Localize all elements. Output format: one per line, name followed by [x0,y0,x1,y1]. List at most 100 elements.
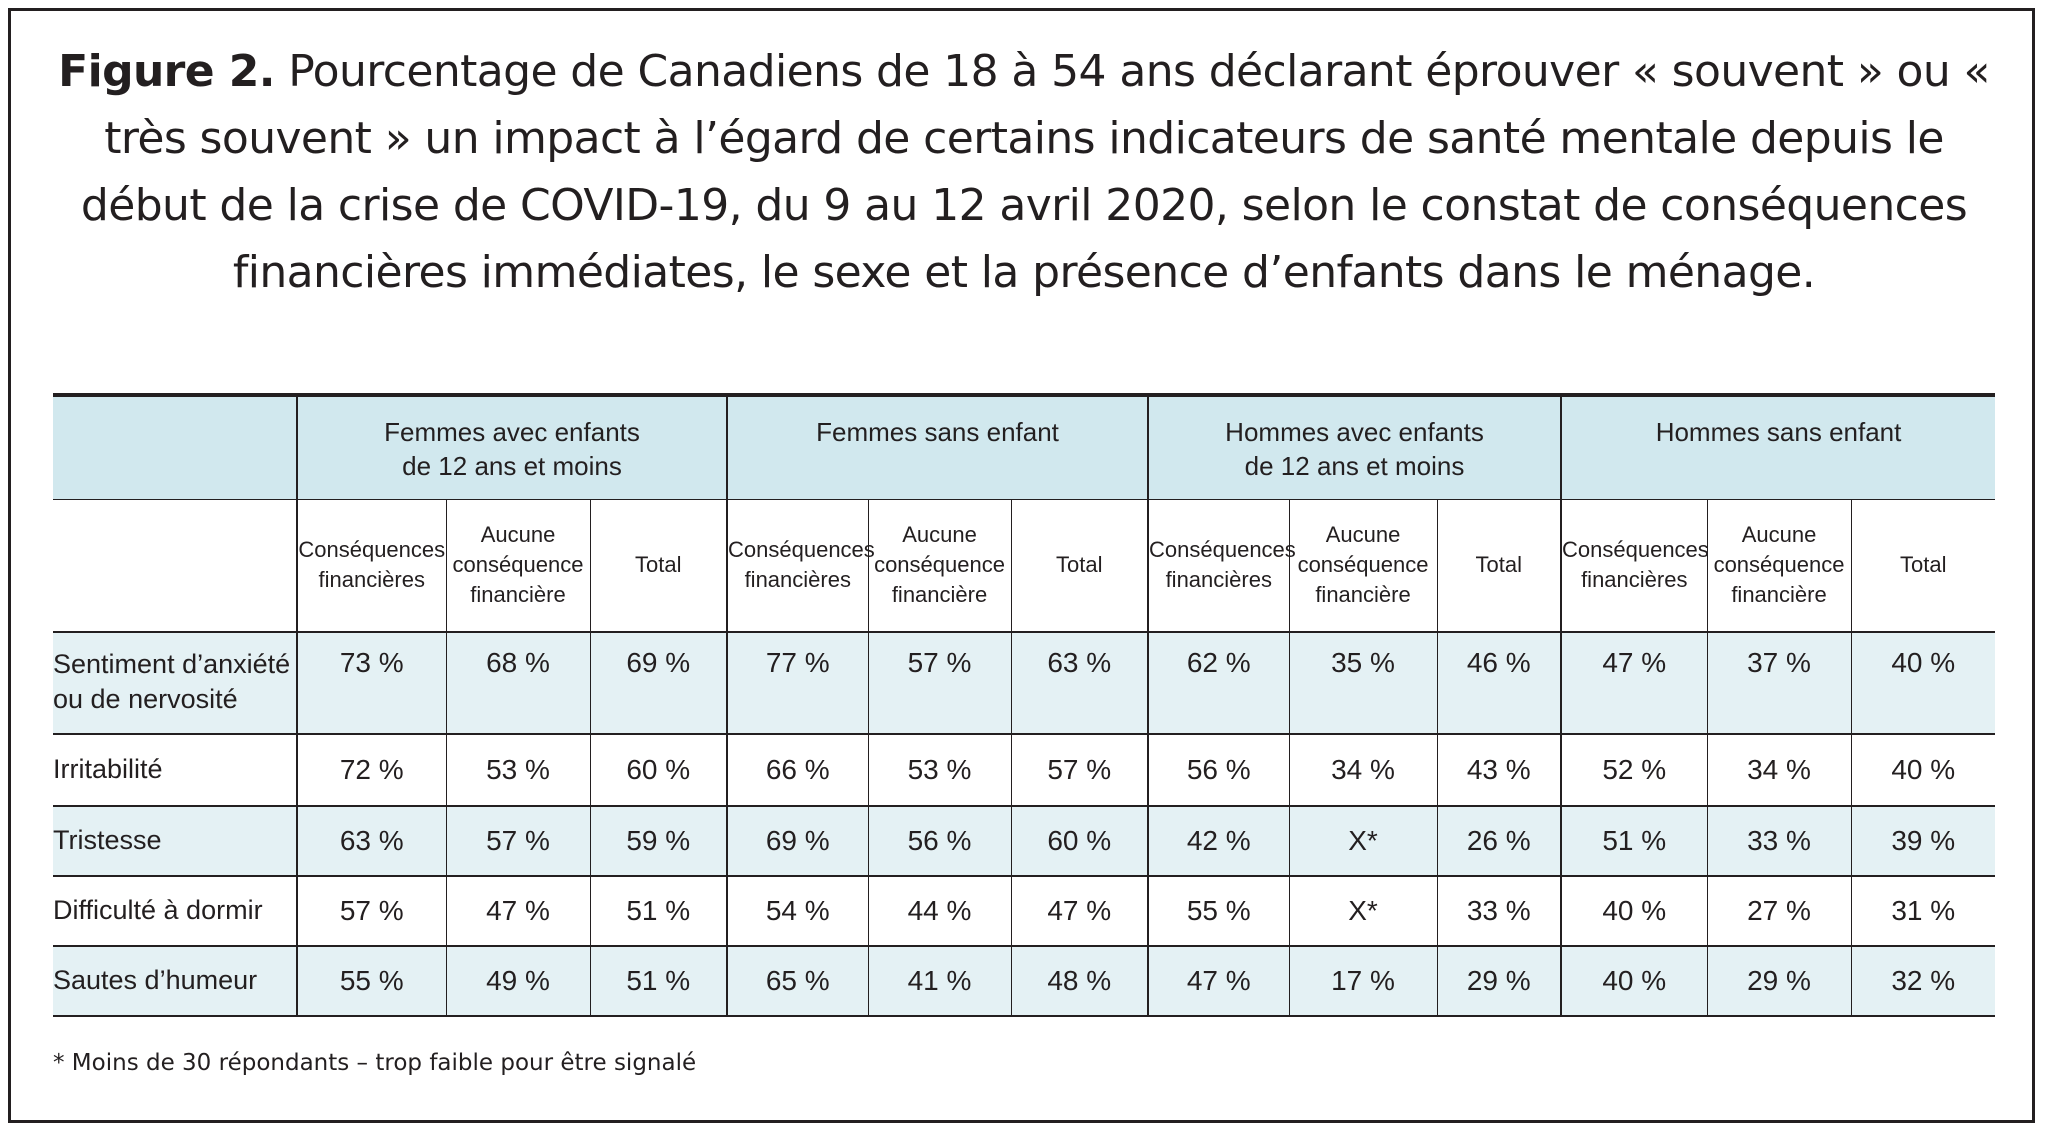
subheader-line: conséquence [1297,552,1429,577]
group-header-men-without-children: Hommes sans enfant [1560,395,1996,499]
table-cell: 69 % [726,804,869,876]
table-cell: 37 % [1706,630,1852,734]
subheader-consequences: Conséquences financières [726,498,875,632]
table-cell: 27 % [1706,874,1852,946]
group-header-line: de 12 ans et moins [1244,451,1465,481]
table-cell: 47 % [445,874,590,946]
table-cell: 53 % [445,732,590,806]
table-cell: 39 % [1850,804,1996,876]
row-label: Sentiment d’anxiété ou de nervosité [53,630,297,734]
subheader-line: financières [744,567,851,592]
table-cell: 56 % [1147,732,1290,806]
table-cell: 73 % [296,630,446,734]
table-cell: 47 % [1147,944,1290,1017]
subheader-line: Aucune [902,522,977,547]
subheader-line: conséquence [452,552,584,577]
subheader-total: Total [1436,498,1562,632]
table-cell: 42 % [1147,804,1290,876]
table-cell: 55 % [296,944,446,1017]
row-label: Difficulté à dormir [53,874,297,946]
row-label: Sautes d’humeur [53,944,297,1017]
table-cell: 35 % [1288,630,1438,734]
table-cell: 47 % [1010,874,1149,946]
figure-title-text: Pourcentage de Canadiens de 18 à 54 ans … [80,46,1991,298]
figure-title: Figure 2. Pourcentage de Canadiens de 18… [40,38,2008,306]
subheader-line: financières [1165,567,1272,592]
table-cell: 60 % [589,732,728,806]
table-cell: 29 % [1436,944,1562,1017]
table-cell: 46 % [1436,630,1562,734]
subheader-total: Total [1010,498,1149,632]
subheader-line: financières [1581,567,1688,592]
table-row: Sentiment d’anxiété ou de nervosité 73 % 68… [53,630,1996,734]
footnote: * Moins de 30 répondants – trop faible p… [53,1050,697,1076]
subheader-line: financière [470,582,566,607]
subheader-line: financière [891,582,988,607]
table-cell: 55 % [1147,874,1290,946]
row-label-line: Irritabilité [53,754,163,784]
table-cell: 77 % [726,630,869,734]
table-row: Tristesse 63 % 57 % 59 % 69 % 56 % 60 % 42 % X* 2… [53,804,1996,876]
table-cell: 33 % [1706,804,1852,876]
blank-subheader-cell [53,498,297,632]
table-cell: 60 % [1010,804,1149,876]
table-cell: 34 % [1706,732,1852,806]
table-cell: 57 % [867,630,1012,734]
group-header-women-without-children: Femmes sans enfant [726,395,1149,499]
subheader-total: Total [1850,498,1996,632]
group-header-line: Femmes avec enfants [384,417,640,447]
table-cell: 49 % [445,944,590,1017]
subheader-line: financière [1315,582,1411,607]
subheader-line: Aucune [1325,522,1401,547]
table-cell: 44 % [867,874,1012,946]
table-cell: 57 % [1010,732,1149,806]
row-label: Irritabilité [53,732,297,806]
table-row: Difficulté à dormir 57 % 47 % 51 % 54 % 44 % 4… [53,874,1996,946]
subheader-line: Aucune [1741,522,1817,547]
table-row: Irritabilité 72 % 53 % 60 % 66 % 53 % 57 % 56 %… [53,732,1996,806]
table-cell: 51 % [589,874,728,946]
subheader-consequences: Conséquences financières [296,498,446,632]
subheader-no-consequence: Aucune conséquence financière [445,498,590,632]
subheader-consequences: Conséquences financières [1560,498,1709,632]
table-cell: 43 % [1436,732,1562,806]
table-cell: 51 % [589,944,728,1017]
subheader-line: Conséquences [1149,537,1296,562]
subheader-line: Aucune [480,522,556,547]
table-body: Sentiment d’anxiété ou de nervosité 73 % 68… [53,630,1996,1017]
subheader-line: conséquence [1713,552,1845,577]
row-label: Tristesse [53,804,297,876]
table-cell: 54 % [726,874,869,946]
table-cell: 56 % [867,804,1012,876]
subheader-no-consequence: Aucune conséquence financière [1706,498,1852,632]
table-cell: 40 % [1560,944,1708,1017]
subheader-no-consequence: Aucune conséquence financière [1288,498,1438,632]
table-cell: 52 % [1560,732,1708,806]
figure-frame [8,8,2035,1123]
group-header-line: Femmes sans enfant [816,417,1059,447]
table-cell: 57 % [445,804,590,876]
table-cell: 17 % [1288,944,1438,1017]
subheader-consequences: Conséquences financières [1147,498,1296,632]
figure-label: Figure 2. [58,46,275,97]
subheader-line: Conséquences [298,537,446,562]
table-row: Sautes d’humeur 55 % 49 % 51 % 65 % 41 % 48 % 4… [53,944,1996,1017]
row-label-line: Sautes d’humeur [53,965,258,995]
table-cell: 65 % [726,944,869,1017]
group-header-line: Hommes avec enfants [1225,417,1484,447]
table-cell: 59 % [589,804,728,876]
subheader-line: Conséquences [1562,537,1709,562]
table-cell: 31 % [1850,874,1996,946]
subheader-total: Total [589,498,728,632]
group-header-row: Femmes avec enfants de 12 ans et moins F… [53,395,1996,499]
row-label-line: Difficulté à dormir [53,895,263,925]
group-header-men-with-children: Hommes avec enfants de 12 ans et moins [1147,395,1562,499]
table-cell: 68 % [445,630,590,734]
table-cell: 48 % [1010,944,1149,1017]
subheader-line: Conséquences [728,537,875,562]
blank-header-cell [53,395,297,499]
table-cell: 26 % [1436,804,1562,876]
subheader-no-consequence: Aucune conséquence financière [867,498,1012,632]
table-cell: 63 % [1010,630,1149,734]
table-cell: 57 % [296,874,446,946]
